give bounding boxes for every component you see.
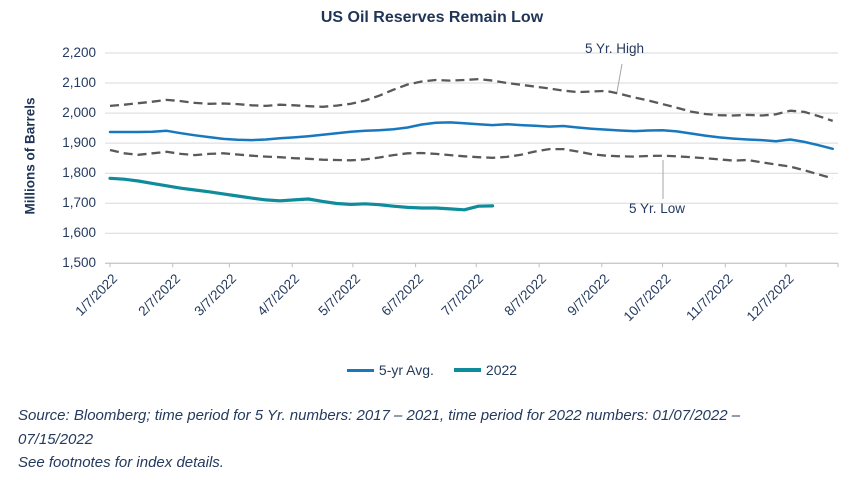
- footnote-source-line-1: Source: Bloomberg; time period for 5 Yr.…: [18, 407, 741, 424]
- series-line-five-yr-high: [109, 77, 834, 122]
- y-tick-label: 1,700: [62, 195, 96, 210]
- y-tick-label: 1,600: [62, 225, 96, 240]
- series-line-series-2022: [108, 176, 495, 212]
- annotation-5yr-high: 5 Yr. High: [585, 41, 645, 56]
- legend-item-5yr-avg: 5-yr Avg.: [346, 362, 434, 378]
- y-tick-label: 1,800: [62, 165, 96, 180]
- y-tick-label: 2,000: [62, 105, 96, 120]
- annotation-5yr-low: 5 Yr. Low: [629, 201, 686, 216]
- chart-legend: 5-yr Avg. 2022: [0, 362, 864, 378]
- y-tick-label: 1,500: [62, 255, 96, 270]
- y-tick-label: 2,100: [62, 75, 96, 90]
- y-tick-label: 2,200: [62, 45, 96, 60]
- y-tick-label: 1,900: [62, 135, 96, 150]
- chart-title: US Oil Reserves Remain Low: [320, 9, 544, 26]
- annotation-leader-5yr-high: [616, 63, 623, 93]
- legend-label-5yr-avg: 5-yr Avg.: [378, 362, 434, 378]
- footnote-index-details: See footnotes for index details.: [18, 454, 224, 471]
- series-line-five-yr-avg: [108, 121, 834, 151]
- legend-line-swatch-2022: [453, 368, 481, 372]
- footnotes: Source: Bloomberg; time period for 5 Yr.…: [18, 404, 854, 475]
- footnote-source-line-2: 07/15/2022: [18, 430, 94, 448]
- legend-item-2022: 2022: [453, 362, 518, 378]
- legend-label-2022: 2022: [485, 362, 518, 378]
- series-line-five-yr-low: [109, 147, 834, 180]
- legend-line-swatch-avg: [346, 368, 374, 372]
